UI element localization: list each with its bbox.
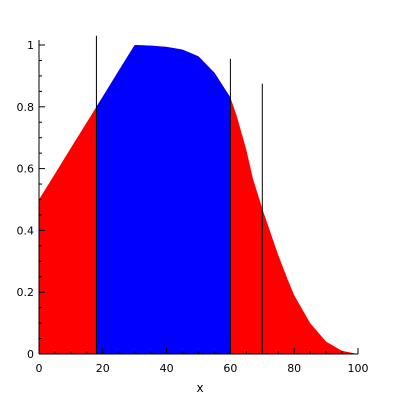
x-tick-label: 40 [160,362,174,375]
tick-labels: 0 20 40 60 80 100 0 0.2 0.4 0.6 0.8 1 [17,39,369,375]
y-tick-label: 0.6 [17,163,35,176]
x-tick-label: 20 [96,362,110,375]
y-tick-label: 0.2 [17,286,35,299]
y-tick-label: 1 [27,39,34,52]
x-axis-label: x [196,381,203,395]
x-tick-label: 100 [348,362,369,375]
y-tick-label: 0.8 [17,101,35,114]
x-tick-label: 80 [287,362,301,375]
highlight-region-blue [96,45,231,354]
x-tick-label: 60 [223,362,237,375]
y-tick-label: 0 [27,348,34,361]
plot-area [39,45,358,354]
y-tick-label: 0.4 [17,224,35,237]
x-tick-label: 0 [36,362,43,375]
ticks [38,44,359,355]
vertical-lines [95,35,263,354]
